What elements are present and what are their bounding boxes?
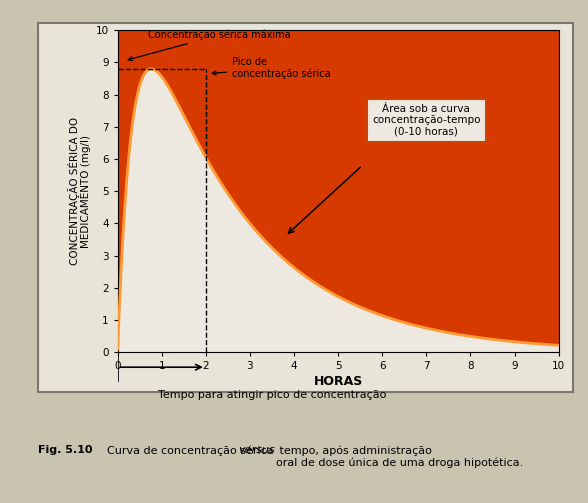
Text: Área sob a curva
concentração-tempo
(0-10 horas): Área sob a curva concentração-tempo (0-1… xyxy=(372,104,480,137)
Text: versus: versus xyxy=(238,445,275,455)
Y-axis label: CONCENTRAÇÃO SÉRICA DO
MEDICAMENTO (mg/l): CONCENTRAÇÃO SÉRICA DO MEDICAMENTO (mg/l… xyxy=(68,117,91,265)
Text: Tempo para atingir pico de concentração: Tempo para atingir pico de concentração xyxy=(158,390,386,400)
Text: Concentração sérica máxima: Concentração sérica máxima xyxy=(128,30,291,60)
Text: tempo, após administração
oral de dose única de uma droga hipotética.: tempo, após administração oral de dose ú… xyxy=(276,445,523,468)
Text: Fig. 5.10: Fig. 5.10 xyxy=(38,445,93,455)
Text: Pico de
concentração sérica: Pico de concentração sérica xyxy=(212,57,331,79)
X-axis label: HORAS: HORAS xyxy=(313,375,363,388)
Text: Curva de concentração sérica: Curva de concentração sérica xyxy=(100,445,277,456)
